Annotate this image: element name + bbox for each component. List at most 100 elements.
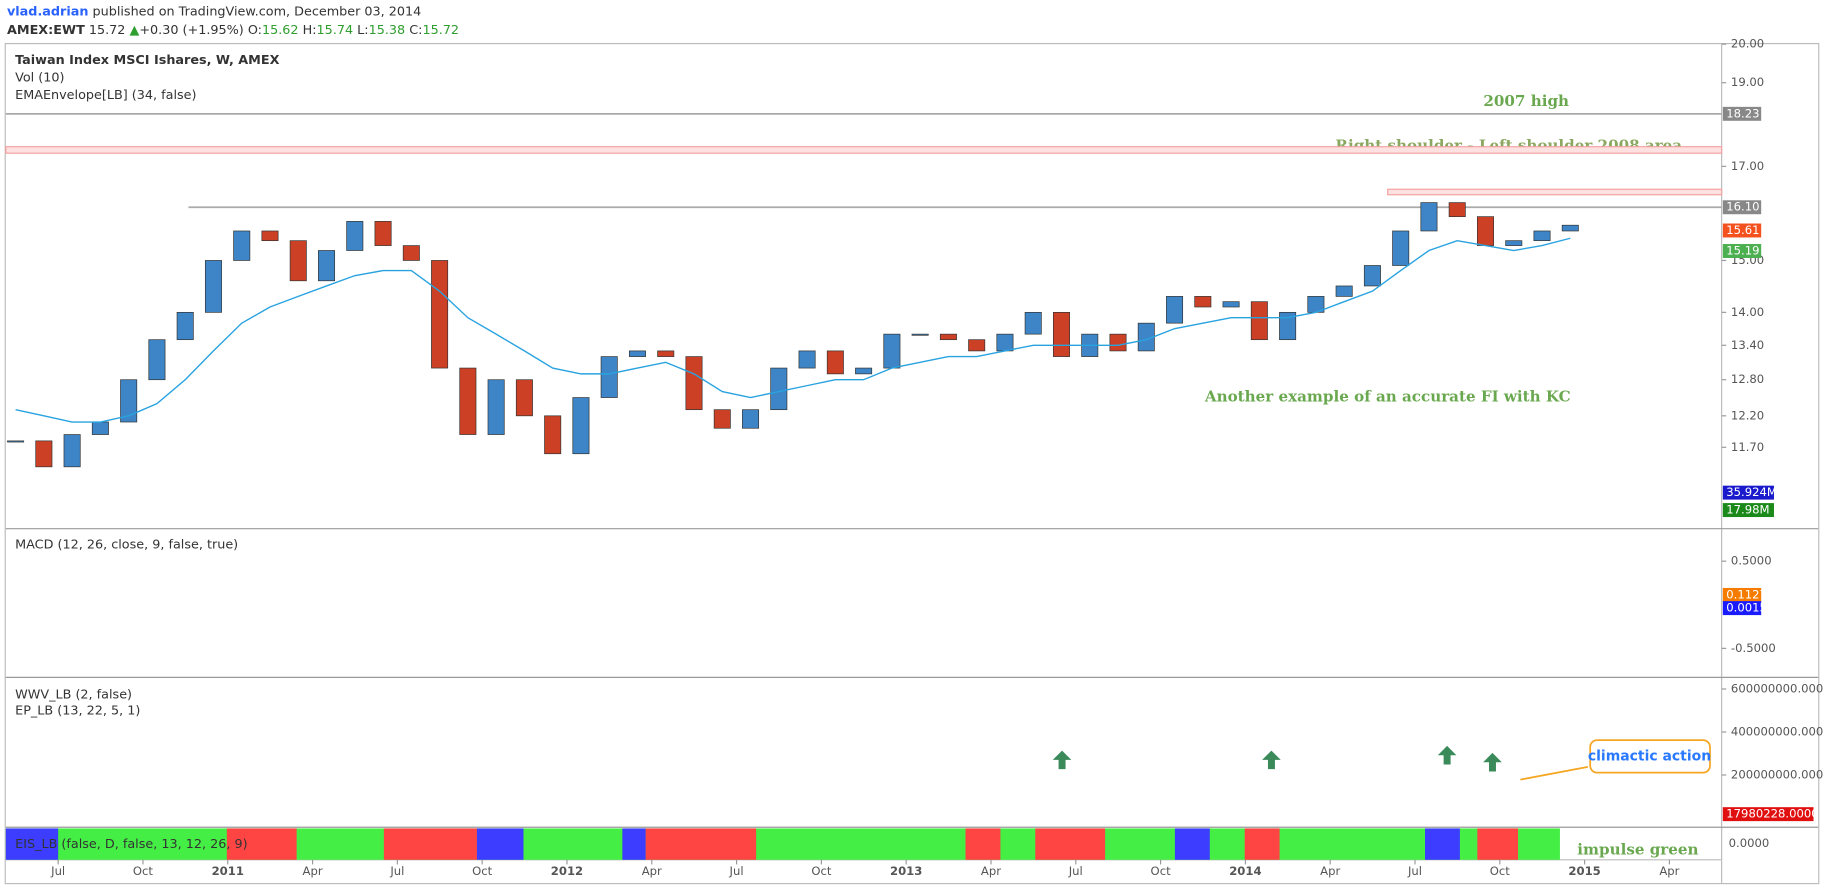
candle bbox=[148, 339, 166, 381]
x-tick-label: 2013 bbox=[890, 864, 922, 878]
candle bbox=[1363, 265, 1381, 287]
price-badge-bg bbox=[1722, 244, 1762, 258]
candle bbox=[1335, 285, 1353, 297]
candle bbox=[968, 339, 986, 352]
y-tick-label: -0.5000 bbox=[1731, 641, 1776, 655]
candle bbox=[770, 367, 788, 411]
candle bbox=[515, 379, 533, 417]
candle bbox=[346, 221, 364, 251]
c-label: C: bbox=[409, 23, 422, 38]
macd-badge-bg bbox=[1722, 601, 1762, 616]
macd-badge: 0.1127 bbox=[1726, 587, 1767, 601]
x-tick-label: 2012 bbox=[551, 864, 583, 878]
candle bbox=[826, 350, 844, 375]
annotation: Another example of an accurate FI with K… bbox=[1204, 387, 1571, 405]
candle bbox=[1194, 296, 1212, 308]
callout-text: climactic action bbox=[1588, 748, 1711, 764]
candle bbox=[713, 409, 731, 429]
close: 15.72 bbox=[422, 23, 459, 38]
author[interactable]: vlad.adrian bbox=[7, 4, 88, 19]
x-tick-label: Oct bbox=[133, 864, 154, 878]
candle bbox=[120, 379, 138, 423]
candle bbox=[798, 350, 816, 369]
ema-line bbox=[15, 237, 1571, 423]
candle bbox=[883, 333, 901, 369]
x-tick-label: Jul bbox=[1407, 864, 1422, 878]
y-tick-label: 14.00 bbox=[1731, 305, 1764, 319]
candle bbox=[1420, 202, 1438, 232]
chart-frame bbox=[4, 42, 1820, 885]
level-badge: 16.10 bbox=[1726, 200, 1759, 214]
ep-title: EP_LB (13, 22, 5, 1) bbox=[15, 704, 140, 719]
candle bbox=[431, 260, 449, 369]
price-badge: 15.19 bbox=[1726, 244, 1759, 258]
candle bbox=[63, 434, 81, 468]
signal-arrows bbox=[1052, 745, 1502, 772]
candle bbox=[7, 440, 25, 443]
level-badge-bg bbox=[1722, 200, 1762, 215]
y-tick-label: 0.5000 bbox=[1731, 554, 1772, 568]
candle bbox=[939, 333, 957, 341]
change: +0.30 (+1.95%) bbox=[139, 23, 243, 38]
quote-line: AMEX:EWT 15.72 ▲+0.30 (+1.95%) O:15.62 H… bbox=[7, 23, 459, 38]
candle bbox=[1476, 216, 1494, 246]
candle bbox=[374, 221, 392, 246]
annotation: 2007 high bbox=[1483, 92, 1569, 110]
x-tick-label: Apr bbox=[303, 864, 323, 878]
candle bbox=[1533, 230, 1551, 242]
candle bbox=[1166, 296, 1184, 324]
candle bbox=[1448, 202, 1466, 217]
eis-note: impulse green bbox=[1577, 841, 1698, 859]
price-badge-bg bbox=[1722, 223, 1762, 238]
o-label: O: bbox=[248, 23, 262, 38]
candle bbox=[233, 230, 251, 261]
x-tick-label: Jul bbox=[729, 864, 744, 878]
high: 15.74 bbox=[317, 23, 354, 38]
header-line: vlad.adrian published on TradingView.com… bbox=[7, 4, 421, 19]
candle bbox=[1024, 311, 1042, 335]
candle bbox=[487, 379, 505, 435]
y-tick-label: 200000000.0000 bbox=[1731, 768, 1824, 782]
candle bbox=[91, 421, 109, 435]
candle bbox=[261, 230, 279, 242]
candle bbox=[996, 333, 1014, 352]
candle bbox=[318, 250, 336, 282]
candle bbox=[1052, 311, 1070, 357]
zone bbox=[1387, 188, 1723, 196]
candle bbox=[204, 260, 222, 313]
x-tick-label: Oct bbox=[811, 864, 832, 878]
candle bbox=[742, 409, 760, 429]
candle bbox=[1561, 224, 1579, 232]
candle bbox=[1505, 240, 1523, 246]
price-badge: 15.61 bbox=[1726, 223, 1759, 237]
eis-strip bbox=[5, 828, 1560, 860]
candle bbox=[544, 415, 562, 455]
y-tick-label: 12.20 bbox=[1731, 408, 1764, 422]
callout-box bbox=[1589, 739, 1711, 774]
volume-badge: 35.924M bbox=[1726, 485, 1777, 499]
arrow: ▲ bbox=[129, 23, 139, 38]
candle bbox=[657, 350, 675, 357]
l-label: L: bbox=[357, 23, 368, 38]
y-tick-label: 19.00 bbox=[1731, 75, 1764, 89]
candle bbox=[1222, 301, 1240, 308]
x-tick-label: Jul bbox=[389, 864, 404, 878]
macd-badge-bg bbox=[1722, 587, 1762, 602]
macd-badge: 0.0015 bbox=[1726, 601, 1767, 615]
x-tick-label: Apr bbox=[981, 864, 1001, 878]
low: 15.38 bbox=[369, 23, 406, 38]
callout-pointer bbox=[1520, 765, 1589, 781]
candle bbox=[1279, 311, 1297, 341]
x-tick-label: Jul bbox=[50, 864, 65, 878]
candle bbox=[289, 240, 307, 282]
volume-badge-bg bbox=[1722, 503, 1774, 518]
x-tick-label: Oct bbox=[1490, 864, 1511, 878]
candle bbox=[1250, 301, 1268, 341]
level-badge-bg bbox=[1722, 106, 1762, 121]
candle bbox=[572, 397, 590, 455]
candle bbox=[176, 311, 194, 341]
macd-title: MACD (12, 26, close, 9, false, true) bbox=[15, 537, 238, 552]
candle bbox=[685, 356, 703, 411]
candle bbox=[628, 350, 646, 357]
